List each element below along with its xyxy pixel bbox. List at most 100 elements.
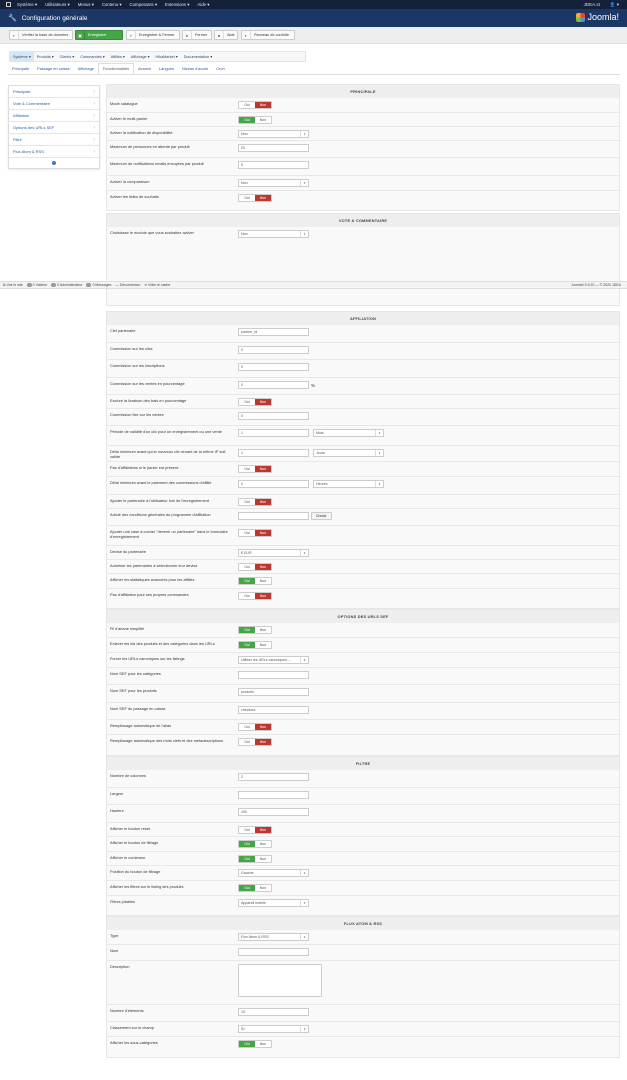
- commission-sur-les-clics-input[interactable]: 0: [238, 346, 309, 354]
- topnav-item-contenu[interactable]: Contenu ▾: [101, 1, 122, 7]
- toggle-no[interactable]: Non: [259, 857, 267, 861]
- toggle-no[interactable]: Non: [255, 499, 271, 505]
- admins-count[interactable]: 0 Administrateur: [51, 283, 82, 287]
- toggle-yes[interactable]: Oui: [239, 117, 255, 123]
- topnav-item-utilisateurs[interactable]: Utilisateurs ▾: [45, 1, 70, 7]
- tab-affichage[interactable]: Affichage: [77, 66, 94, 71]
- toggle-no[interactable]: Non: [259, 579, 267, 583]
- user-menu-icon[interactable]: 👤 ▾: [609, 1, 619, 7]
- sidebar-item-flux-atom-rss[interactable]: Flux Atom & RSS ›: [9, 146, 99, 158]
- filtres-pliables-select[interactable]: Appareil mobile ▾: [238, 899, 309, 907]
- menu-item-hikamarket[interactable]: HikaMarket ▾: [155, 55, 178, 59]
- afficher-le-conteneur-toggle[interactable]: Oui Non: [238, 855, 272, 863]
- toggle-no[interactable]: Non: [255, 593, 271, 599]
- remplissage-automatique-des-mots-clefs-e-toggle[interactable]: Oui Non: [238, 738, 272, 746]
- tab-langues[interactable]: Langues: [159, 66, 174, 71]
- nom-input[interactable]: [238, 948, 309, 956]
- sidebar-item-options-des-urls-sef[interactable]: Options des URLs SEF ›: [9, 122, 99, 134]
- periode-de-validite-d-un-clic-pour-un-en-unit-select[interactable]: Mois ▾: [313, 429, 384, 437]
- site-link[interactable]: JDEA.st: [583, 1, 600, 7]
- activer-la-notification-de-disponibilite-select[interactable]: Non ▾: [238, 130, 309, 138]
- activer-la-comparaison-select[interactable]: Non ▾: [238, 179, 309, 187]
- maximum-de-personnes-en-attente-par-prod-input[interactable]: 20: [238, 144, 309, 152]
- autoriser-les-partenaires-a-selectionner-toggle[interactable]: Oui Non: [238, 563, 272, 571]
- nom-sef-pour-les-categories-input[interactable]: [238, 671, 309, 679]
- nombre-de-colonnes-input[interactable]: 2: [238, 773, 309, 781]
- visitors-count[interactable]: 0 Visiteur: [26, 283, 47, 287]
- tab-cron[interactable]: Cron: [216, 66, 225, 71]
- toggle-yes[interactable]: Oui: [239, 841, 255, 847]
- exclure-la-livraison-des-frais-en-pource-toggle[interactable]: Oui Non: [238, 398, 272, 406]
- toggle-yes[interactable]: Oui: [244, 400, 250, 404]
- toggle-no[interactable]: Non: [255, 102, 271, 108]
- toggle-no[interactable]: Non: [255, 466, 271, 472]
- afficher-les-statistiques-avancees-pour--toggle[interactable]: Oui Non: [238, 577, 272, 585]
- topnav-item-menus[interactable]: Menus ▾: [77, 1, 94, 7]
- menu-item-clients[interactable]: Clients ▾: [59, 55, 75, 59]
- nombre-d-elements-input[interactable]: 10: [238, 1008, 309, 1016]
- periode-de-validite-d-un-clic-pour-un-en-input[interactable]: 1: [238, 429, 309, 437]
- help-button[interactable]: ● Aide: [214, 30, 238, 40]
- toggle-no[interactable]: Non: [259, 118, 267, 122]
- hauteur-input[interactable]: 100: [238, 808, 309, 816]
- delai-minimum-avant-le-paiement-des-comm-input[interactable]: 0: [238, 480, 309, 488]
- toggle-no[interactable]: Non: [255, 827, 271, 833]
- choose-button[interactable]: Choisir: [311, 512, 332, 520]
- description-textarea[interactable]: [238, 964, 322, 997]
- toggle-yes[interactable]: Oui: [244, 594, 250, 598]
- control-panel-button[interactable]: ◐ Panneau de contrôle: [241, 30, 295, 40]
- toggle-no[interactable]: Non: [259, 886, 267, 890]
- commission-fixe-sur-les-ventes-input[interactable]: 0: [238, 412, 309, 420]
- check-database-button[interactable]: ▪ Vérifier la base de données: [9, 30, 73, 40]
- menu-item-systeme[interactable]: Système ▾: [10, 52, 34, 61]
- commission-sur-les-inscriptions-input[interactable]: 0: [238, 363, 309, 371]
- save-button[interactable]: ▣ Enregistrer: [75, 30, 123, 40]
- pas-d-affiliation-pour-ses-propres-comma-toggle[interactable]: Oui Non: [238, 592, 272, 600]
- clear-cache-link[interactable]: ✕ Vider le cache: [144, 283, 171, 287]
- fil-d-ariane-simplifie-toggle[interactable]: Oui Non: [238, 626, 272, 634]
- delai-minimum-avant-qu-un-nouveau-clic-v-input[interactable]: 1: [238, 449, 309, 457]
- clef-partenaire-input[interactable]: partner_id: [238, 328, 309, 336]
- toggle-yes[interactable]: Oui: [239, 627, 255, 633]
- view-site-link[interactable]: ⧉ Voir le site: [3, 283, 23, 287]
- devise-du-partenaire-select[interactable]: € EUR ▾: [238, 549, 309, 557]
- pas-d-affiliations-si-le-panier-est-pres-toggle[interactable]: Oui Non: [238, 465, 272, 473]
- toggle-no[interactable]: Non: [255, 564, 271, 570]
- toggle-no[interactable]: Non: [259, 628, 267, 632]
- toggle-no[interactable]: Non: [259, 1042, 267, 1046]
- position-du-bouton-de-filtrage-select[interactable]: Gauche ▾: [238, 869, 309, 877]
- tab-passage-en-caisse[interactable]: Passage en caisse: [37, 66, 70, 71]
- topnav-item-composants[interactable]: Composants ▾: [129, 1, 158, 7]
- afficher-les-sous-categories-toggle[interactable]: Oui Non: [238, 1040, 272, 1048]
- toggle-no[interactable]: Non: [255, 739, 271, 745]
- tab-niveau-d-acces[interactable]: Niveau d'accès: [181, 66, 209, 71]
- topnav-item-systeme[interactable]: Système ▾: [17, 1, 38, 7]
- largeur-input[interactable]: [238, 791, 309, 799]
- toggle-no[interactable]: Non: [255, 195, 271, 201]
- toggle-yes[interactable]: Oui: [239, 885, 255, 891]
- topnav-item-extensions[interactable]: Extensions ▾: [165, 1, 190, 7]
- choisissez-le-module-que-vous-souhaitez--select[interactable]: Non ▾: [238, 230, 309, 238]
- sidebar-item-vote-commentaire[interactable]: Vote & Commentaire ›: [9, 98, 99, 110]
- mode-catalogue-toggle[interactable]: Oui Non: [238, 101, 272, 109]
- toggle-yes[interactable]: Oui: [244, 828, 250, 832]
- toggle-yes[interactable]: Oui: [239, 642, 255, 648]
- sidebar-item-principale[interactable]: Principale ›: [9, 86, 99, 98]
- type-select[interactable]: Flux Atom & RSS ▾: [238, 933, 309, 941]
- toggle-no[interactable]: Non: [255, 724, 271, 730]
- toggle-yes[interactable]: Oui: [244, 725, 250, 729]
- toggle-yes[interactable]: Oui: [244, 740, 250, 744]
- ajouter-le-partenaire-a-l-utilisateur-lo-toggle[interactable]: Oui Non: [238, 498, 272, 506]
- forcer-les-urls-canoniques-sur-les-listi-select[interactable]: Utiliser les URLs canoniques ... ▾: [238, 656, 309, 664]
- menu-item-commandes[interactable]: Commandes ▾: [80, 55, 105, 59]
- nom-sef-du-passage-en-caisse-input[interactable]: checkout: [238, 706, 309, 714]
- toggle-no[interactable]: Non: [255, 530, 271, 536]
- menu-item-affilies[interactable]: Affiliés ▾: [110, 55, 125, 59]
- toggle-yes[interactable]: Oui: [244, 467, 250, 471]
- menu-item-documentation[interactable]: Documentation ▾: [183, 55, 213, 59]
- afficher-le-bouton-de-filtrage-toggle[interactable]: Oui Non: [238, 840, 272, 848]
- remplissage-automatique-de-l-alias-toggle[interactable]: Oui Non: [238, 723, 272, 731]
- toggle-no[interactable]: Non: [259, 842, 267, 846]
- sidebar-item-filtre[interactable]: Filtre ›: [9, 134, 99, 146]
- afficher-le-bouton-reset-toggle[interactable]: Oui Non: [238, 826, 272, 834]
